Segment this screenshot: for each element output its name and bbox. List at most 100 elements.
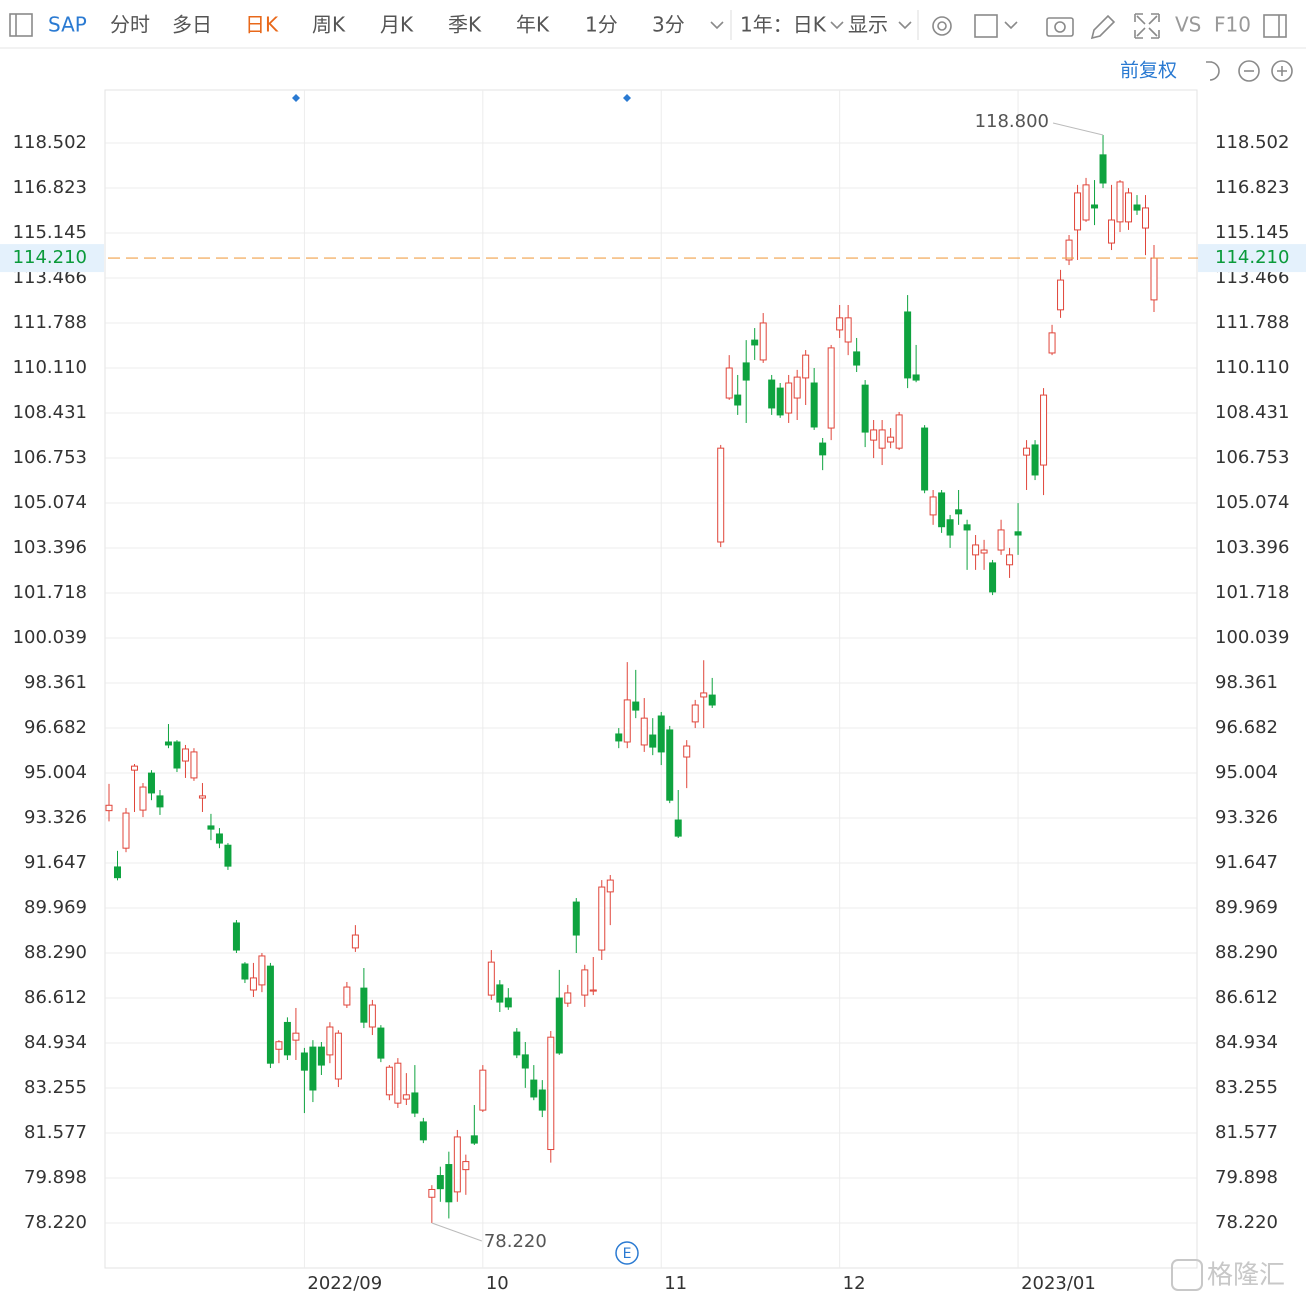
candle-body xyxy=(768,379,776,409)
adjust-button[interactable]: 前复权 xyxy=(1120,60,1177,82)
candle-body xyxy=(904,311,912,379)
y2-tick-label: 89.969 xyxy=(1215,897,1278,918)
candle-body xyxy=(912,374,920,381)
candle-body xyxy=(1133,204,1141,211)
zoom-out-icon[interactable] xyxy=(1238,60,1260,82)
chevron[interactable] xyxy=(1004,21,1018,30)
candle-body xyxy=(1150,257,1158,301)
candle-body xyxy=(674,819,682,837)
zoom-in-icon[interactable] xyxy=(1271,60,1293,82)
candle-body xyxy=(717,447,725,543)
candle-body xyxy=(989,562,997,593)
candle-body xyxy=(164,741,172,746)
candle-body xyxy=(113,866,121,879)
candle-body xyxy=(207,825,215,830)
compare-button[interactable]: VS xyxy=(1175,13,1201,37)
candle-body xyxy=(504,997,512,1008)
candle-body xyxy=(776,387,784,416)
candle-body xyxy=(351,934,359,949)
y-tick-label: 79.898 xyxy=(24,1167,87,1188)
candle-body xyxy=(513,1031,521,1056)
symbol[interactable]: SAP xyxy=(48,13,87,37)
candle-body xyxy=(215,833,223,844)
candle-body xyxy=(827,347,835,429)
earnings-marker[interactable] xyxy=(615,1241,639,1265)
annotation-label: 118.800 xyxy=(975,111,1049,132)
chevron[interactable] xyxy=(710,21,724,30)
y-tick-label: 89.969 xyxy=(24,897,87,918)
candle-body xyxy=(1065,239,1073,261)
menu-icon[interactable] xyxy=(9,13,33,37)
chevron[interactable] xyxy=(898,21,912,30)
y2-tick-label: 105.074 xyxy=(1215,492,1289,513)
candle-body xyxy=(972,544,980,556)
tab[interactable]: 分时 xyxy=(110,13,150,37)
y2-tick-label: 118.502 xyxy=(1215,132,1289,153)
candle-body xyxy=(360,987,368,1023)
candle-body xyxy=(292,1032,300,1041)
candle-body xyxy=(1142,207,1150,229)
y-tick-label: 106.753 xyxy=(13,447,87,468)
tab[interactable]: 周K xyxy=(312,13,346,37)
candle-body xyxy=(802,354,810,379)
y2-tick-label: 100.039 xyxy=(1215,627,1289,648)
fullscreen-icon[interactable] xyxy=(1134,13,1160,39)
y-tick-label: 111.788 xyxy=(13,312,87,333)
panel-icon[interactable] xyxy=(1263,14,1287,38)
candle-body xyxy=(258,955,266,986)
candle-body xyxy=(436,1175,444,1190)
settings-icon[interactable] xyxy=(932,16,952,36)
camera-icon[interactable] xyxy=(1046,17,1074,37)
candle-body xyxy=(496,984,504,1003)
candle-body xyxy=(946,519,954,536)
f10-button[interactable]: F10 xyxy=(1214,13,1251,37)
candle-body xyxy=(241,963,249,980)
event-diamond[interactable] xyxy=(292,94,300,102)
candle-body xyxy=(785,382,793,414)
tab[interactable]: 多日 xyxy=(172,13,212,37)
tab[interactable]: 年K xyxy=(516,13,550,37)
candle-body xyxy=(266,965,274,1064)
x-tick-label: 11 xyxy=(664,1273,687,1294)
candle-body xyxy=(564,992,572,1004)
y-tick-label: 118.502 xyxy=(13,132,87,153)
candle-body xyxy=(224,844,232,867)
y-tick-label: 116.823 xyxy=(13,177,87,198)
candle-body xyxy=(368,1004,376,1028)
color-icon[interactable] xyxy=(974,14,998,38)
candle-body xyxy=(147,772,155,794)
chevron[interactable] xyxy=(830,21,844,30)
candle-body xyxy=(589,989,597,992)
y2-tick-label: 83.255 xyxy=(1215,1077,1278,1098)
tab[interactable]: 月K xyxy=(380,13,414,37)
tab[interactable]: 季K xyxy=(448,13,482,37)
candle-body xyxy=(411,1092,419,1114)
display-select[interactable]: 显示 xyxy=(848,13,888,37)
tab-active[interactable]: 日K xyxy=(245,13,279,37)
y2-tick-label: 103.396 xyxy=(1215,537,1289,558)
candle-body xyxy=(725,367,733,399)
zoom-in-bar xyxy=(1277,66,1287,76)
candle-body xyxy=(844,317,852,343)
period-select[interactable]: 1年：日K xyxy=(740,13,827,37)
candle-body xyxy=(1040,394,1048,466)
candle-body xyxy=(1082,184,1090,221)
event-diamond[interactable] xyxy=(623,94,631,102)
candle-body xyxy=(963,524,971,531)
candle-body xyxy=(938,492,946,528)
candle-body xyxy=(581,969,589,996)
candle-body xyxy=(708,694,716,706)
tab[interactable]: 1分 xyxy=(585,13,618,37)
tab[interactable]: 3分 xyxy=(652,13,685,37)
undo-icon[interactable] xyxy=(1206,61,1220,81)
candle-body xyxy=(479,1069,487,1111)
y2-tick-label: 115.145 xyxy=(1215,222,1289,243)
candle-body xyxy=(921,427,929,491)
candle-body xyxy=(538,1089,546,1111)
candle-body xyxy=(1023,447,1031,456)
candle-body xyxy=(190,751,198,779)
y-tick-label: 81.577 xyxy=(24,1122,87,1143)
y-tick-label: 115.145 xyxy=(13,222,87,243)
earnings-marker-label: E xyxy=(623,1246,632,1262)
draw-icon[interactable] xyxy=(1090,14,1116,40)
